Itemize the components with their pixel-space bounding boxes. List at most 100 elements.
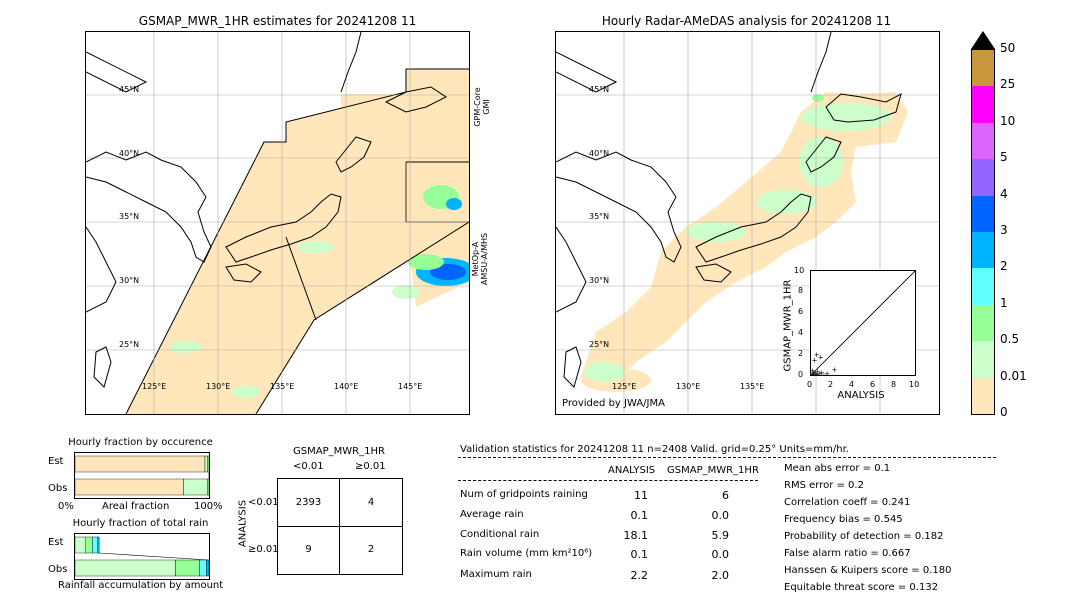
scatter-point: + [814, 351, 820, 359]
total-rain-title: Hourly fraction of total rain [72, 518, 209, 529]
contingency-grid: 2393 4 9 2 [277, 478, 403, 575]
diagonal-line [810, 270, 916, 376]
contingency-cell-a: 2393 [295, 497, 322, 508]
stat-gsmap: 6 [722, 489, 729, 502]
contingency-title: GSMAP_MWR_1HR [293, 446, 385, 457]
rain-patch [799, 137, 843, 187]
colorbar-label: 0.5 [1000, 332, 1020, 347]
right-lat-label: 40°N [589, 149, 610, 158]
scatter-point: + [819, 369, 825, 375]
stat-label: Conditional rain [460, 529, 540, 540]
colorbar-segment [972, 377, 994, 415]
rain-patch [801, 103, 891, 131]
rain-patch [430, 264, 466, 280]
colorbar-segment [972, 122, 994, 160]
validation-header: Validation statistics for 20241208 11 n=… [460, 444, 849, 455]
scatter-point: + [811, 367, 816, 375]
bar-segment [74, 478, 184, 496]
colorbar-segment [972, 195, 994, 233]
right-map[interactable]: 45°N 40°N 35°N 30°N 25°N 125°E 130°E 135… [555, 31, 940, 415]
rain-patch [446, 198, 462, 210]
bar-segment [74, 536, 86, 554]
swath-fill-2 [341, 69, 469, 222]
total-rain-est-label: Est [48, 537, 64, 548]
occurrence-axis-mid: Areal fraction [102, 501, 170, 512]
stat-label: Average rain [460, 509, 524, 520]
scatter-point: + [818, 353, 824, 361]
scatter-ytick: 8 [798, 286, 804, 295]
stat-gsmap: 5.9 [711, 529, 730, 542]
scatter-point: + [811, 371, 817, 375]
occurrence-obs-label: Obs [48, 483, 68, 494]
total-rain-footer: Rainfall accumulation by amount [58, 580, 224, 591]
rain-patch [232, 386, 260, 398]
scatter-inset: +++++++++++++++++ [810, 270, 916, 380]
contingency-row1: <0.01 [248, 497, 279, 508]
rain-patch [812, 94, 824, 102]
scatter-point: + [831, 366, 837, 374]
scatter-ytick: 10 [794, 266, 805, 275]
bar-segment [74, 559, 176, 577]
scatter-ytick: 2 [798, 349, 804, 358]
scatter-xtick: 6 [870, 380, 876, 389]
bar-segment [74, 455, 206, 473]
score-line: Correlation coeff = 0.241 [784, 497, 911, 508]
colorbar-arrow [971, 31, 995, 49]
colorbar-segment [972, 232, 994, 269]
score-line: False alarm ratio = 0.667 [784, 548, 911, 559]
occurrence-axis-right: 100% [194, 501, 223, 512]
scatter-ytick: 4 [798, 328, 804, 337]
colorbar-segment [972, 341, 994, 379]
scatter-point: + [811, 369, 817, 375]
scatter-plot: +++++++++++++++++ [810, 270, 916, 380]
sat-label-gpm: GPM-Core GMI [473, 87, 491, 127]
coastlines [86, 32, 447, 388]
validation-col-analysis: ANALYSIS [608, 465, 656, 476]
score-line: Mean abs error = 0.1 [784, 463, 891, 474]
colorbar-segment [972, 50, 994, 87]
colorbar-label: 3 [1000, 223, 1008, 237]
colorbar-label: 0 [1000, 405, 1008, 419]
colorbar-label: 4 [1000, 186, 1008, 201]
stat-label: Rain volume (mm km²10⁶) [460, 548, 593, 559]
stat-analysis: 2.2 [630, 569, 649, 582]
left-lon-label: 135°E [270, 382, 295, 391]
rain-patch [170, 341, 202, 353]
sat-label-metop: MetOp-A AMSU-A/MHS [471, 232, 489, 286]
provided-by-label: Provided by JWA/JMA [562, 398, 665, 409]
left-map-canvas [86, 32, 469, 414]
right-lat-label: 25°N [589, 340, 610, 349]
bar-segment [204, 455, 208, 473]
swath-border [285, 236, 317, 321]
colorbar-segment [972, 86, 994, 124]
rain-patch [298, 241, 334, 253]
bar-segment [97, 536, 100, 554]
left-lon-label: 145°E [398, 382, 423, 391]
left-lon-label: 125°E [142, 382, 167, 391]
coastlines [556, 32, 902, 388]
total-rain-obs-label: Obs [48, 564, 68, 575]
validation-col-gsmap: GSMAP_MWR_1HR [667, 465, 759, 476]
scatter-point: + [815, 368, 821, 375]
scatter-xlabel: ANALYSIS [837, 390, 885, 401]
total-rain-chart [74, 533, 210, 580]
left-map[interactable]: 45°N 40°N 35°N 30°N 25°N 125°E 130°E 135… [85, 31, 470, 415]
scatter-ylabel: GSMAP_MWR_1HR [782, 279, 794, 372]
colorbar-segment [972, 304, 994, 342]
total-rain-bars [74, 536, 210, 577]
colorbar-label: 1 [1000, 295, 1008, 310]
bar-segment [206, 559, 210, 577]
contingency-row-axis: ANALYSIS [237, 499, 249, 548]
left-lat-label: 30°N [119, 276, 140, 285]
right-lat-label: 45°N [589, 85, 610, 94]
scatter-xtick: 10 [909, 380, 920, 389]
contingency-cell-d: 2 [367, 544, 375, 555]
stat-gsmap: 0.0 [711, 509, 730, 522]
colorbar-segment [972, 159, 994, 197]
rain-patch [686, 222, 746, 242]
score-line: Hanssen & Kuipers score = 0.180 [784, 565, 952, 576]
score-line: Probability of detection = 0.182 [784, 531, 944, 542]
right-lon-label: 135°E [740, 382, 765, 391]
left-lat-label: 40°N [119, 149, 140, 158]
rain-patch [408, 254, 444, 270]
